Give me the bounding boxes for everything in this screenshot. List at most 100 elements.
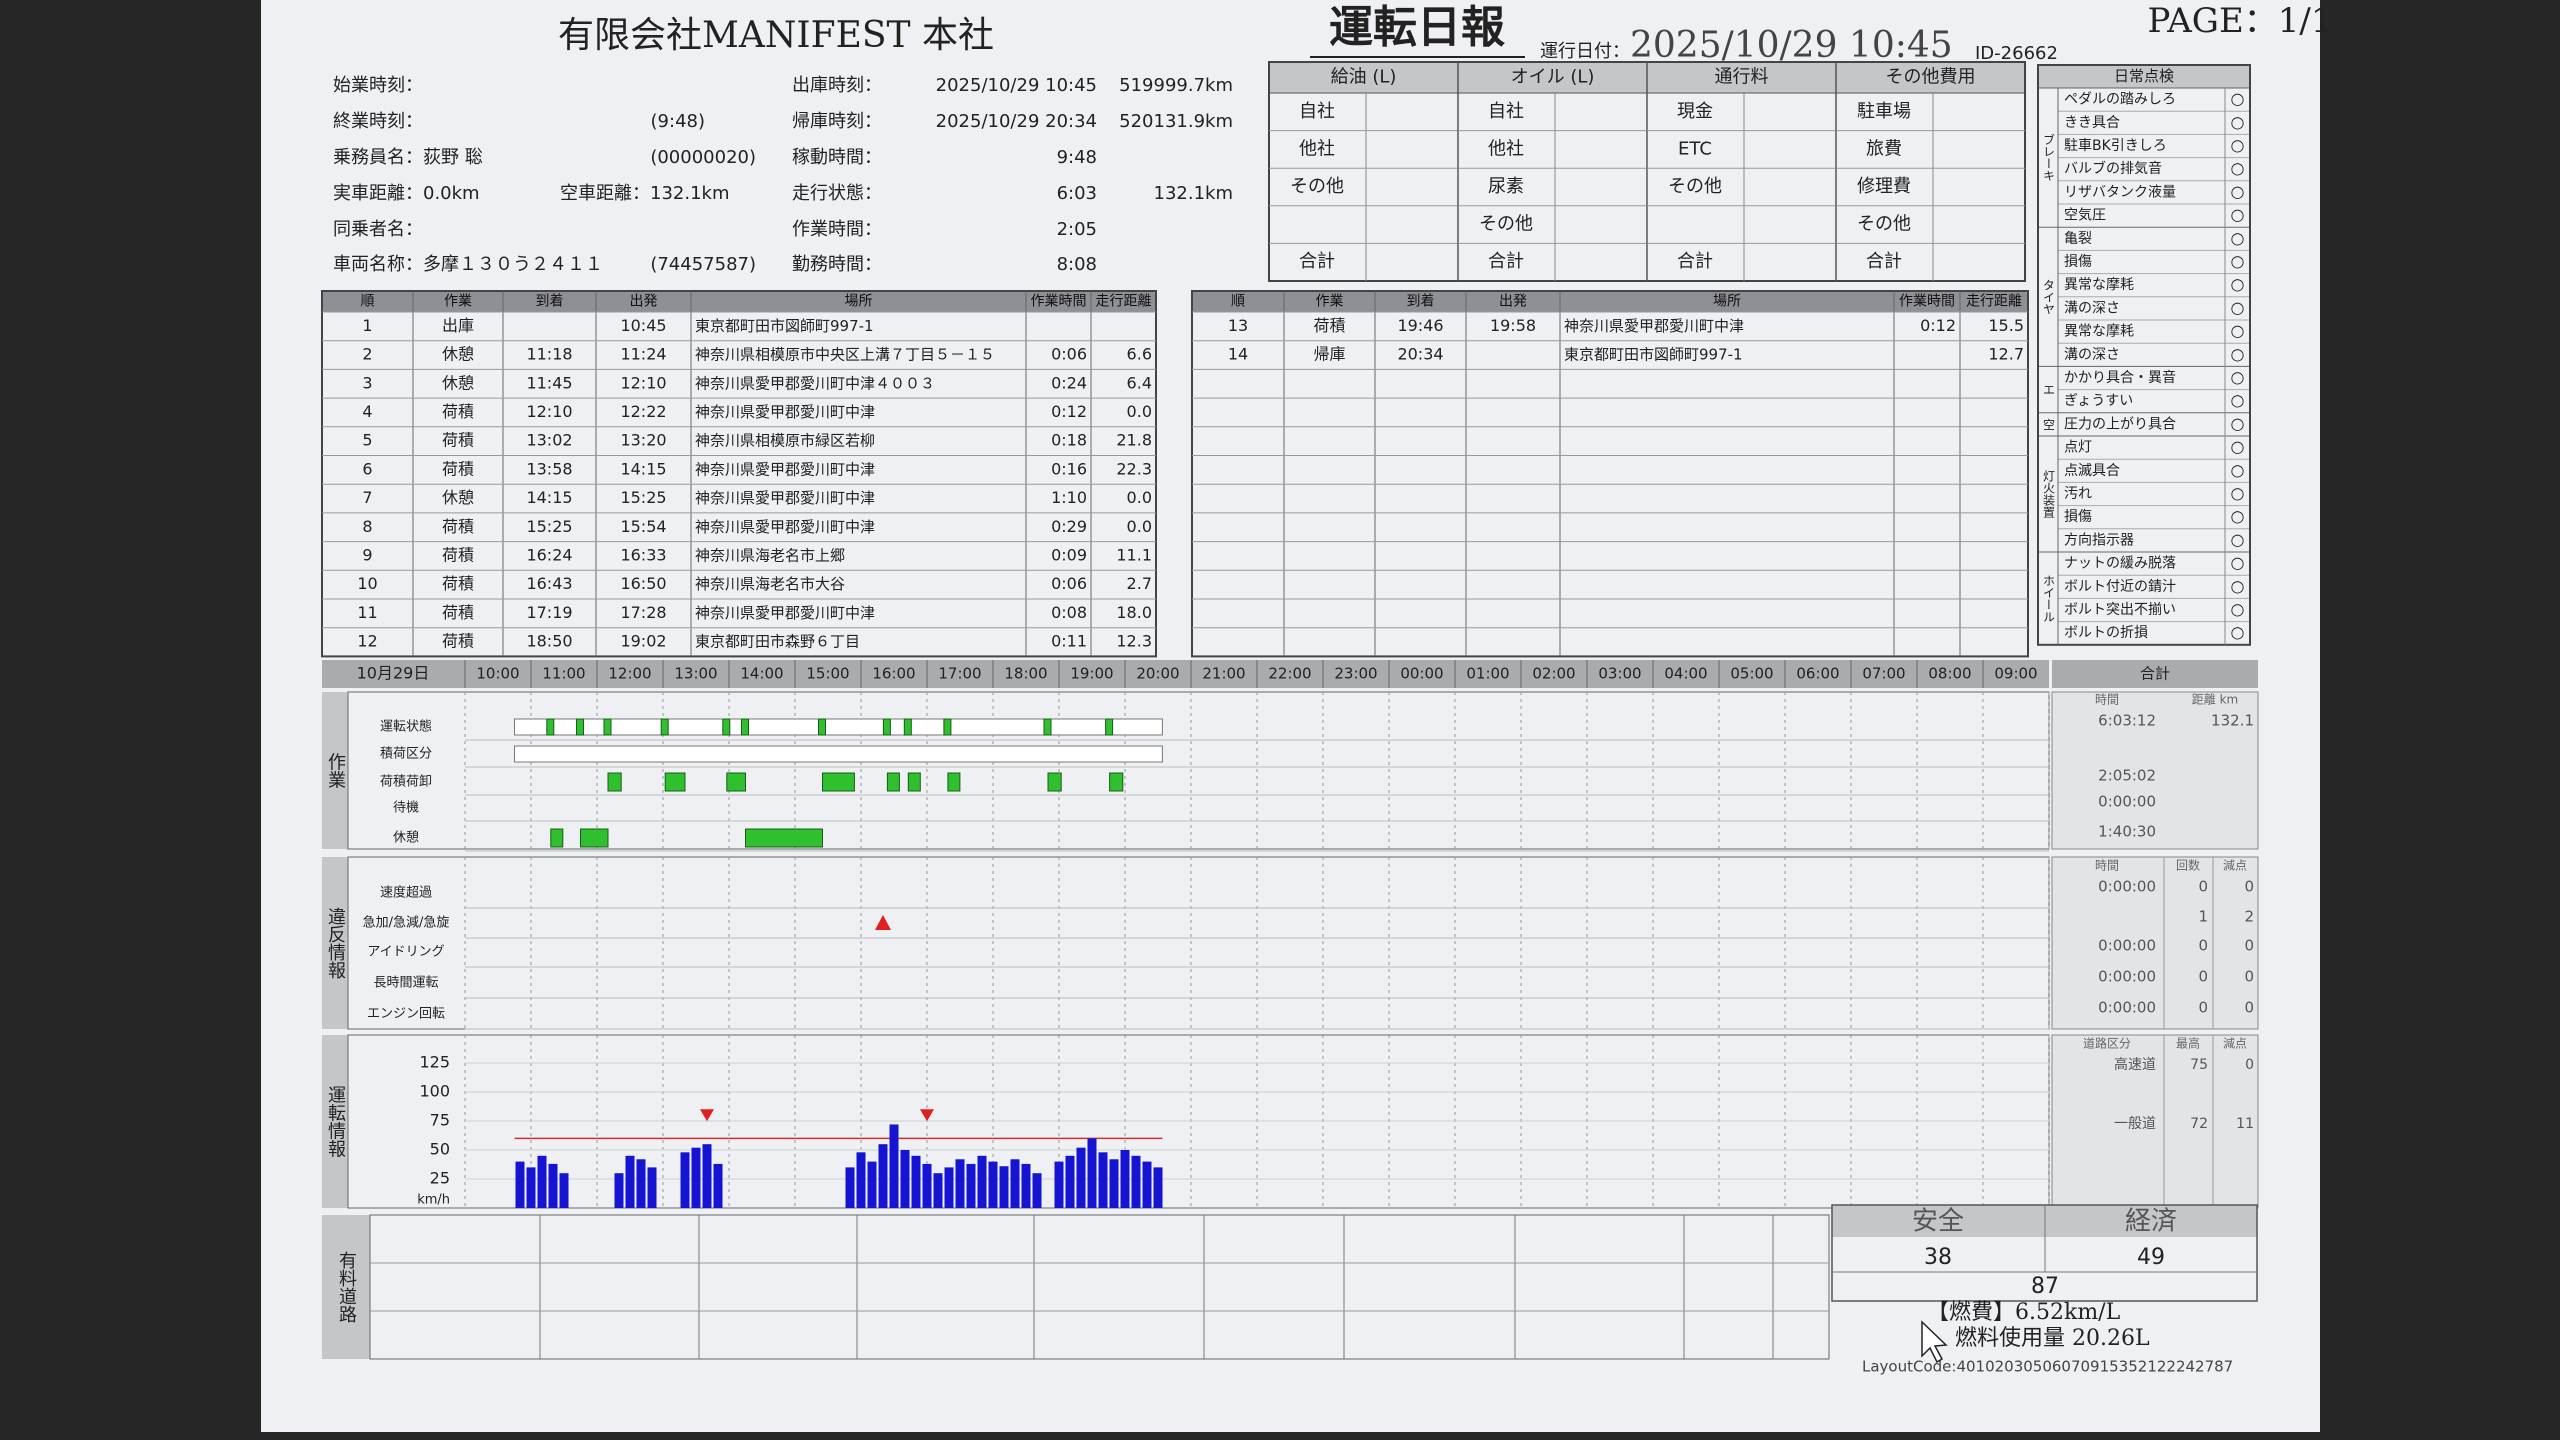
timeline-hour: 17:00 [938,665,981,683]
speed-bar [933,1173,943,1208]
score-value: 49 [2137,1245,2165,1270]
inspection-check: ○ [2231,530,2245,549]
trip-cell: 15:54 [620,517,666,536]
summary-subheader: 距離 km [2192,693,2238,707]
inspection-check: ○ [2231,600,2245,619]
info-label: 出庫時刻： [792,75,882,96]
inspection-item: 亀裂 [2064,231,2092,247]
trip-cell: 荷積 [442,431,474,450]
summary-panel [2051,856,2259,1030]
table-header [2038,65,2250,88]
speed-bar [1021,1163,1031,1208]
summary-value: 2:05:02 [2098,767,2156,785]
inspection-check: ○ [2231,507,2245,526]
info-label: 走行状態： [792,183,882,204]
inspection-item: 異常な摩耗 [2064,323,2134,340]
info-value: 9:48 [1057,147,1097,168]
stop-marker [576,718,584,736]
trip-cell: 荷積 [442,545,474,564]
activity-block [550,828,564,848]
trip-cell: 荷積 [442,402,474,421]
expense-item: その他 [1290,176,1344,197]
info-label: 車両名称：多摩１３０う２４１１ [333,254,603,275]
speed-marker [920,1109,934,1122]
trip-cell: 神奈川県相模原市中央区上溝７丁目５－１５ [695,346,995,364]
expense-item: 旅費 [1866,138,1902,159]
inspection-check: ○ [2231,159,2245,178]
inspection-group: ホイール [2042,574,2056,622]
inspection-item: ボルト付近の錆汁 [2064,578,2176,595]
speed-bar [999,1166,1009,1208]
trip-cell: 14:15 [526,488,572,507]
table-header-text: 作業 [444,294,472,310]
speed-bar [548,1163,558,1208]
section-label-cell [322,1215,370,1359]
trip-cell: 19:02 [620,632,666,651]
inspection-item: ナットの緩み脱落 [2064,556,2176,572]
info-label: 終業時刻： [333,111,423,132]
speed-bar [867,1161,877,1208]
table-header [322,291,1156,312]
speed-marker [700,1109,714,1122]
timeline-hour: 19:00 [1070,665,1113,683]
trip-cell: 休憩 [442,373,474,392]
mouse-cursor [1921,1320,1948,1364]
trip-cell: 神奈川県海老名市大谷 [695,575,845,593]
summary-value: 0 [2244,968,2254,986]
trip-cell: 神奈川県愛甲郡愛川町中津 [695,403,875,421]
row-label: エンジン回転 [367,1007,445,1022]
inspection-check: ○ [2231,460,2245,479]
expense-item: 現金 [1677,101,1713,122]
summary-value: 0 [2198,999,2208,1017]
y-tick-label: 50 [430,1140,450,1159]
trip-cell: 12:10 [620,373,666,392]
summary-value: 11 [2236,1116,2254,1132]
inspection-item: 圧力の上がり具合 [2064,416,2176,432]
paper [261,0,2320,1432]
trip-cell: 荷積 [442,603,474,622]
inspection-title: 日常点検 [2114,67,2174,85]
inspection-item: 空気圧 [2064,208,2106,224]
stop-marker [741,718,749,736]
inspection-check: ○ [2231,368,2245,387]
info-label: 稼動時間： [792,147,882,168]
score-label: 経済 [2125,1207,2177,1237]
trip-cell: 1:10 [1051,488,1087,507]
trip-cell: 0.0 [1127,517,1152,536]
timeline-hour: 14:00 [740,665,783,683]
timeline-hour: 20:00 [1136,665,1179,683]
inspection-check: ○ [2231,275,2245,294]
timeline-hour: 11:00 [542,665,585,683]
speed-bar [1010,1159,1020,1208]
page-number: PAGE：1/1 [2147,1,2332,41]
trip-cell: 22.3 [1116,459,1152,478]
trip-cell: 神奈川県愛甲郡愛川町中津 [695,460,875,478]
row-label: 荷積荷卸 [380,774,432,790]
inspection-check: ○ [2231,89,2245,108]
section-label-cell [322,692,348,849]
trip-cell: 11:45 [526,373,572,392]
inspection-check: ○ [2231,112,2245,131]
speed-bar [1087,1138,1097,1208]
table-header-text: 出発 [630,294,658,310]
stop-marker [882,718,891,736]
speed-bar [559,1173,569,1208]
summary-subheader: 時間 [2095,859,2119,873]
trip-cell: 14:15 [620,459,666,478]
speed-bar [1098,1152,1108,1208]
trip-cell: 16:50 [620,574,666,593]
speed-bar [1142,1161,1152,1208]
inspection-item: 溝の深さ [2064,347,2120,363]
summary-value: 0 [2244,999,2254,1017]
stop-marker [1105,718,1114,736]
speed-bar [1153,1167,1163,1208]
expense-item: 合計 [1488,251,1524,272]
summary-panel [2051,1034,2259,1209]
expense-item: 尿素 [1488,176,1524,197]
section-label: 違反情報 [325,907,346,980]
trip-cell: 0:12 [1051,402,1087,421]
trip-cell: 12:22 [620,402,666,421]
activity-block [664,772,686,792]
timeline-hour: 01:00 [1466,665,1509,683]
y-tick-label: 75 [430,1111,450,1130]
